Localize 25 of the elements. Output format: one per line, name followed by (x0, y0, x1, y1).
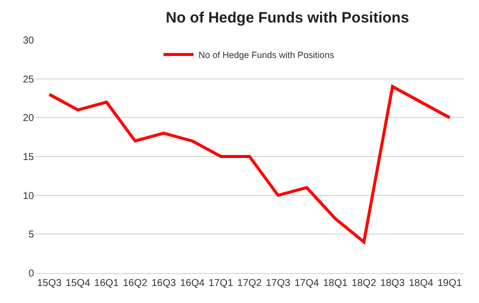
line-series (48, 85, 452, 244)
x-tick-label: 18Q4 (408, 278, 434, 289)
x-tick-label: 17Q2 (237, 278, 262, 289)
x-tick-label: 18Q2 (352, 278, 377, 289)
x-tick-label: 16Q2 (122, 278, 148, 289)
x-tick-label: 15Q3 (37, 278, 62, 289)
legend-label: No of Hedge Funds with Positions (198, 50, 335, 60)
x-tick-label: 16Q1 (94, 278, 120, 289)
y-tick-label: 15 (22, 152, 34, 163)
y-tick-label: 10 (22, 190, 34, 202)
chart-title: No of Hedge Funds with Positions (166, 10, 410, 27)
x-tick-label: 16Q4 (180, 278, 205, 289)
x-tick-label: 19Q1 (437, 278, 462, 289)
y-tick-label: 30 (22, 36, 34, 46)
x-tick-label: 17Q4 (294, 278, 320, 289)
x-tick-label: 16Q3 (151, 278, 176, 289)
x-tick-label: 17Q1 (208, 278, 234, 289)
y-tick-label: 25 (22, 74, 34, 86)
x-tick-label: 17Q3 (266, 278, 291, 289)
x-tick-label: 15Q4 (66, 278, 91, 289)
y-tick-label: 0 (28, 268, 34, 280)
y-tick-label: 5 (28, 230, 34, 241)
x-tick-label: 18Q1 (323, 278, 348, 289)
x-tick-label: 18Q3 (380, 278, 406, 289)
y-tick-label: 20 (22, 113, 34, 124)
